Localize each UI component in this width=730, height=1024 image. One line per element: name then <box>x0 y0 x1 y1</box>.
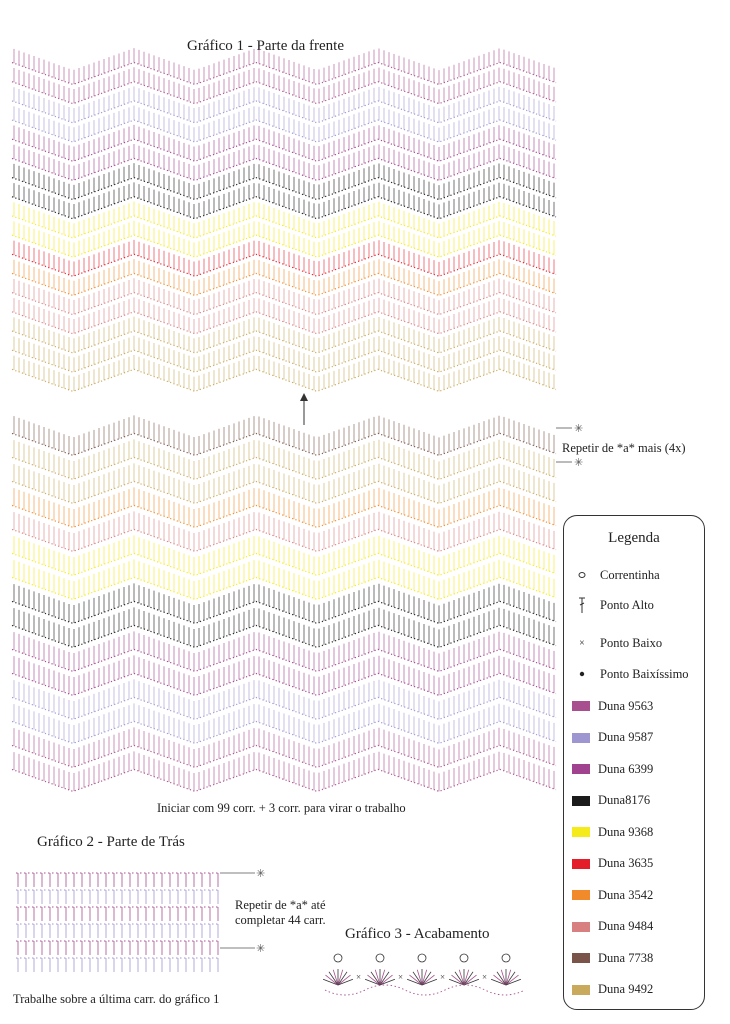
legend-color-item: Duna 9484 <box>572 918 653 936</box>
color-swatch <box>572 984 590 995</box>
legend-title: Legenda <box>608 530 660 546</box>
chart2-title: Gráfico 2 - Parte de Trás <box>37 834 185 850</box>
chart2-repeat-note-1: Repetir de *a* até <box>235 898 326 912</box>
legend-label: Ponto Alto <box>600 597 654 612</box>
legend-label: Duna 3542 <box>598 887 654 902</box>
repeat-star-icon: ✳ <box>574 423 583 435</box>
color-swatch <box>572 795 590 806</box>
legend-item-slip-stitch: Ponto Baixíssimo <box>572 665 689 683</box>
legend-item-chain: Correntinha <box>572 566 660 584</box>
chart2-diagram: ✳✳ <box>16 868 265 972</box>
legend-label: Duna 9563 <box>598 698 654 713</box>
chart2-repeat-note-2: completar 44 carr. <box>235 913 326 927</box>
repeat-note: Repetir de *a* mais (4x) <box>562 441 686 455</box>
legend-color-item: Duna 9368 <box>572 823 653 841</box>
legend-label: Duna 9492 <box>598 982 654 996</box>
legend-color-item: Duna8176 <box>572 792 650 810</box>
chart3-title: Gráfico 3 - Acabamento <box>345 926 490 942</box>
legend-label: Duna 9368 <box>598 824 654 839</box>
double-crochet-icon <box>572 596 592 614</box>
repeat-star-icon: ✳ <box>574 457 583 469</box>
svg-text:×: × <box>398 972 403 982</box>
svg-text:✳: ✳ <box>256 868 265 880</box>
legend-box: Legenda Correntinha Ponto Alto × Ponto B… <box>563 515 705 1010</box>
legend-label: Correntinha <box>600 567 660 582</box>
color-swatch <box>572 827 590 837</box>
single-crochet-icon: × <box>579 637 585 649</box>
legend-color-item: Duna 7738 <box>572 949 653 967</box>
start-note: Iniciar com 99 corr. + 3 corr. para vira… <box>157 801 406 815</box>
legend-label: Ponto Baixo <box>600 635 663 650</box>
legend-label: Duna 9587 <box>598 730 654 744</box>
legend-label: Duna 6399 <box>598 761 654 776</box>
color-swatch <box>572 953 590 963</box>
svg-text:×: × <box>356 972 361 982</box>
legend-color-item: Duna 6399 <box>572 760 653 778</box>
svg-text:×: × <box>440 972 445 982</box>
color-swatch <box>572 921 590 932</box>
chain-stitch-icon <box>572 571 592 579</box>
slip-stitch-icon <box>572 671 592 677</box>
legend-item-double-crochet: Ponto Alto <box>572 596 654 614</box>
chart1-lower-panel <box>11 415 557 792</box>
legend-color-item: Duna 9492 <box>572 981 653 999</box>
color-swatch <box>572 890 590 900</box>
legend-label: Ponto Baixíssimo <box>600 666 689 681</box>
arrow-head-icon <box>300 393 308 401</box>
legend-color-item: Duna 9587 <box>572 729 653 747</box>
color-swatch <box>572 732 590 743</box>
legend-item-single-crochet: × Ponto Baixo <box>572 634 662 652</box>
legend-label: Duna 9484 <box>598 919 654 933</box>
chart2-work-note: Trabalhe sobre a última carr. do gráfico… <box>13 992 220 1006</box>
svg-text:✳: ✳ <box>256 943 265 955</box>
color-swatch <box>572 858 590 869</box>
color-swatch <box>572 701 590 711</box>
legend-color-item: Duna 3635 <box>572 855 653 873</box>
legend-color-item: Duna 3542 <box>572 886 653 904</box>
legend-label: Duna8176 <box>598 793 651 807</box>
svg-text:×: × <box>482 972 487 982</box>
chart1-title: Gráfico 1 - Parte da frente <box>187 38 345 54</box>
legend-label: Duna 7738 <box>598 950 654 965</box>
legend-label: Duna 3635 <box>598 856 654 870</box>
chart1-upper-panel <box>11 48 557 392</box>
legend-color-item: Duna 9563 <box>572 697 653 715</box>
color-swatch <box>572 764 590 774</box>
chart3-diagram: × × × × <box>322 953 526 996</box>
